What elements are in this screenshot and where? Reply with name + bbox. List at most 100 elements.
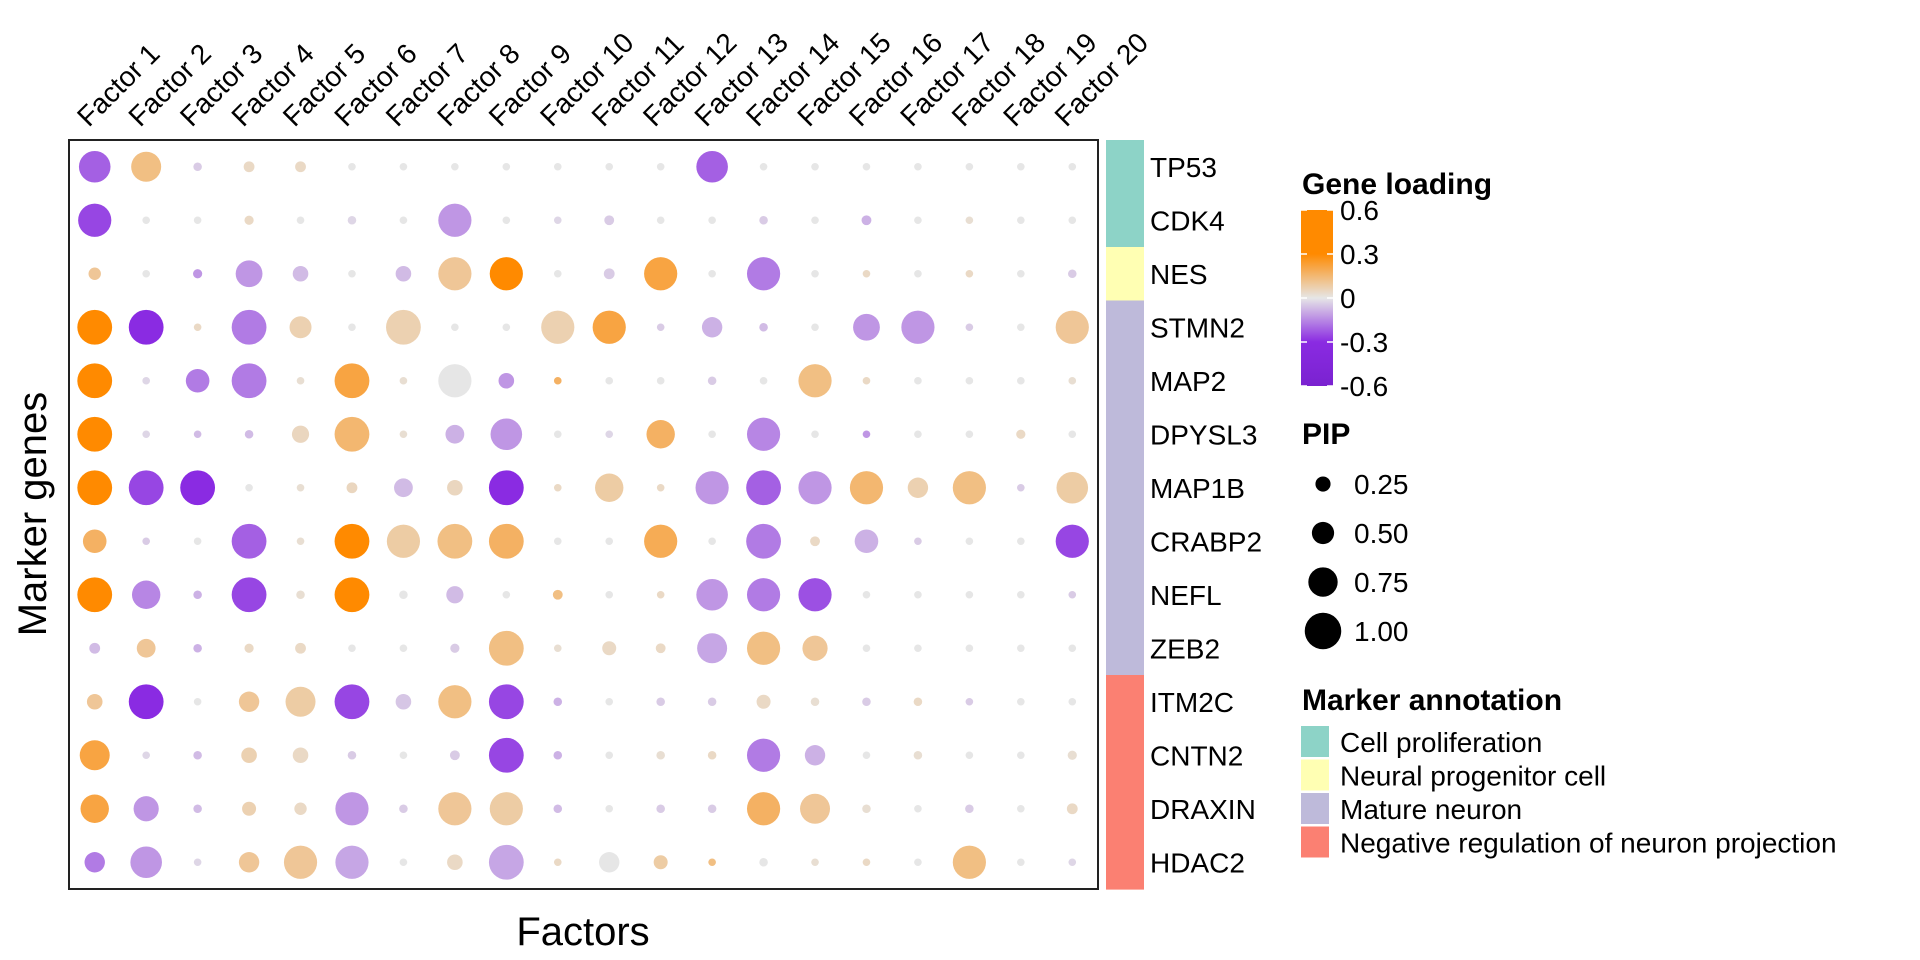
pip-legend-swatch [1315, 476, 1331, 492]
dot-hdac2-factor-5 [283, 845, 318, 879]
dot-map2-factor-19 [1017, 376, 1025, 385]
dot-cntn2-factor-11 [605, 751, 614, 760]
dot-hdac2-factor-8 [447, 854, 463, 871]
dot-zeb2-factor-6 [348, 644, 356, 653]
marker-annotation-legend: Marker annotation Cell proliferationNeur… [1301, 684, 1837, 859]
dot-cdk4-factor-7 [399, 216, 408, 225]
annotation-legend-label: Mature neuron [1340, 794, 1522, 825]
dot-draxin-factor-4 [242, 801, 257, 816]
annotation-cell-cdk4 [1106, 193, 1144, 248]
dot-tp53-factor-19 [1017, 162, 1025, 171]
dot-itm2c-factor-18 [965, 697, 974, 706]
dot-map2-factor-7 [399, 376, 408, 385]
annotation-cell-zeb2 [1106, 621, 1144, 676]
dot-nefl-factor-15 [798, 578, 832, 612]
dot-nefl-factor-9 [502, 590, 511, 599]
dot-itm2c-factor-1 [86, 693, 103, 710]
dot-hdac2-factor-1 [84, 852, 105, 873]
dot-map1b-factor-10 [553, 483, 562, 492]
dot-tp53-factor-20 [1068, 162, 1077, 171]
dot-dpysl3-factor-5 [291, 425, 310, 443]
dot-tp53-factor-4 [243, 161, 255, 173]
dot-draxin-factor-17 [914, 804, 922, 813]
dot-itm2c-factor-13 [707, 697, 717, 707]
annotation-legend-swatch [1301, 826, 1329, 858]
dot-map1b-factor-15 [798, 471, 832, 505]
color-bar-tick-label: 0.3 [1340, 239, 1379, 270]
dot-hdac2-factor-4 [238, 852, 260, 873]
dot-crabp2-factor-13 [708, 537, 716, 546]
dot-cdk4-factor-9 [502, 216, 511, 225]
dot-nes-factor-1 [88, 267, 101, 280]
dot-nefl-factor-13 [696, 578, 728, 611]
dot-cdk4-factor-4 [244, 215, 254, 225]
annotation-cell-nefl [1106, 568, 1144, 623]
dot-itm2c-factor-15 [810, 697, 820, 707]
dot-map2-factor-15 [798, 364, 832, 398]
dot-nefl-factor-14 [746, 578, 781, 612]
annotation-cell-map1b [1106, 461, 1144, 516]
annotation-bar [1106, 140, 1144, 890]
dot-map1b-factor-18 [952, 471, 986, 505]
dot-nefl-factor-11 [605, 590, 614, 599]
dot-hdac2-factor-10 [553, 858, 562, 867]
dot-nes-factor-17 [914, 269, 922, 278]
y-tick-label: ZEB2 [1150, 633, 1220, 664]
dot-itm2c-factor-19 [1017, 697, 1025, 706]
dot-tp53-factor-18 [965, 162, 974, 171]
annotation-cell-hdac2 [1106, 835, 1144, 890]
dot-dpysl3-factor-11 [605, 430, 614, 439]
pip-legend: PIP 0.25 0.50 0.75 1.00 [1302, 418, 1409, 650]
dot-stmn2-factor-20 [1055, 310, 1089, 344]
dot-dpysl3-factor-2 [142, 430, 150, 439]
gene-loading-legend: Gene loading 0.6 0.3 0 -0.3 -0.6 [1301, 168, 1492, 402]
dot-itm2c-factor-14 [756, 694, 771, 709]
dot-map2-factor-20 [1068, 376, 1077, 385]
dot-crabp2-factor-20 [1055, 524, 1089, 558]
dot-crabp2-factor-5 [296, 537, 305, 546]
dot-cdk4-factor-1 [78, 203, 112, 237]
annotation-cell-dpysl3 [1106, 407, 1144, 462]
dot-map2-factor-5 [296, 376, 305, 385]
dot-crabp2-factor-19 [1017, 537, 1025, 546]
dot-map1b-factor-14 [746, 470, 781, 506]
y-tick-label: DRAXIN [1150, 794, 1256, 825]
dots-layer [77, 150, 1089, 880]
dot-draxin-factor-16 [862, 804, 871, 814]
pip-legend-label: 0.75 [1354, 567, 1409, 598]
pip-legend-label: 1.00 [1354, 616, 1409, 647]
dot-crabp2-factor-7 [386, 524, 421, 558]
dot-hdac2-factor-12 [653, 855, 668, 870]
dot-cntn2-factor-9 [488, 737, 524, 773]
dot-itm2c-factor-7 [395, 693, 412, 710]
pip-legend-label: 0.25 [1354, 469, 1409, 500]
dot-map2-factor-10 [553, 376, 562, 385]
plot-panel-border [68, 139, 1099, 890]
dot-zeb2-factor-18 [965, 644, 974, 653]
dot-map1b-factor-11 [595, 473, 624, 502]
dot-zeb2-factor-8 [450, 643, 460, 653]
dot-hdac2-factor-18 [952, 845, 986, 879]
dot-cntn2-factor-18 [965, 751, 974, 760]
dot-itm2c-factor-11 [605, 697, 614, 706]
dot-tp53-factor-13 [696, 150, 728, 183]
dot-cntn2-factor-13 [707, 750, 717, 760]
annotation-legend-label: Negative regulation of neuron projection [1340, 828, 1837, 859]
dot-draxin-factor-14 [746, 792, 781, 826]
dot-dpysl3-factor-3 [193, 430, 202, 439]
dot-map2-factor-8 [438, 364, 472, 398]
dot-dpysl3-factor-12 [646, 420, 675, 449]
dot-map2-factor-17 [914, 376, 922, 385]
annotation-legend-swatch [1301, 759, 1329, 791]
dot-hdac2-factor-6 [335, 845, 369, 879]
dot-dpysl3-factor-8 [445, 424, 465, 444]
dot-cntn2-factor-20 [1067, 750, 1077, 760]
dot-cdk4-factor-14 [759, 215, 768, 225]
dot-cntn2-factor-1 [79, 740, 110, 771]
dot-nefl-factor-3 [193, 590, 202, 600]
dot-map1b-factor-9 [488, 470, 524, 506]
dot-map2-factor-4 [231, 363, 267, 399]
dot-stmn2-factor-1 [77, 309, 113, 345]
dot-nes-factor-9 [489, 257, 523, 291]
dot-cntn2-factor-5 [292, 747, 309, 764]
